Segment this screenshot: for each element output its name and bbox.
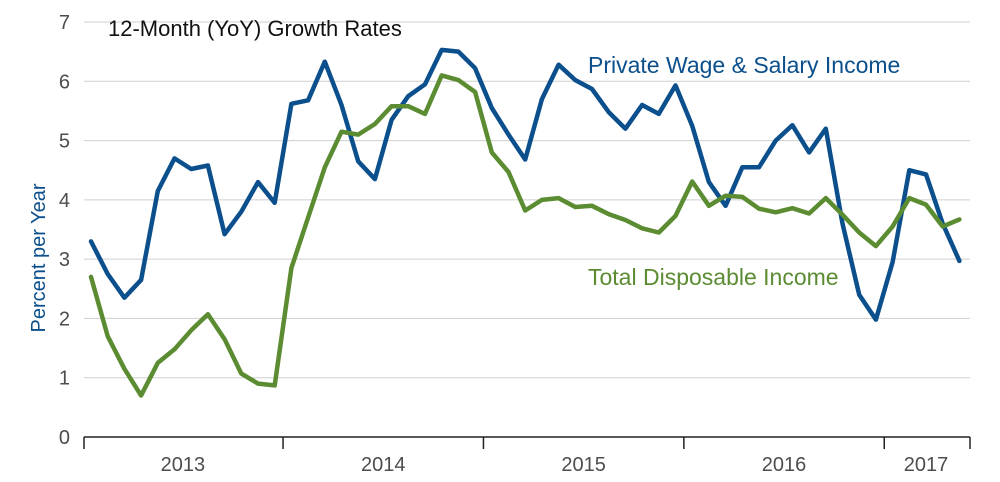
y-tick-labels: 0 1 2 3 4 5 6 7 — [59, 12, 70, 449]
x-tick-label-2016: 2016 — [762, 454, 807, 476]
x-tick-label-2014: 2014 — [361, 454, 406, 476]
x-axis: 2013 2014 2015 2016 2017 — [83, 436, 971, 476]
y-tick-label: 7 — [59, 12, 70, 34]
y-tick-label: 5 — [59, 131, 70, 153]
y-tick-label: 2 — [59, 308, 70, 330]
series-lines — [88, 47, 962, 398]
gridlines — [84, 21, 970, 379]
y-tick-label: 3 — [59, 249, 70, 271]
series-label-total-disposable: Total Disposable Income — [588, 264, 839, 290]
y-axis-label: Percent per Year — [28, 183, 50, 332]
y-tick-label: 6 — [59, 71, 70, 93]
y-tick-label: 4 — [59, 190, 70, 212]
chart-title: 12-Month (YoY) Growth Rates — [108, 16, 402, 41]
series-line-private-wage — [88, 47, 962, 322]
y-tick-label: 1 — [59, 368, 70, 390]
x-tick-label-2013: 2013 — [161, 454, 206, 476]
x-tick-label-2017: 2017 — [904, 454, 949, 476]
x-tick-label-2015: 2015 — [561, 454, 606, 476]
series-label-private-wage: Private Wage & Salary Income — [588, 52, 900, 78]
y-tick-label: 0 — [59, 427, 70, 449]
series-line-total-disposable — [88, 73, 962, 398]
